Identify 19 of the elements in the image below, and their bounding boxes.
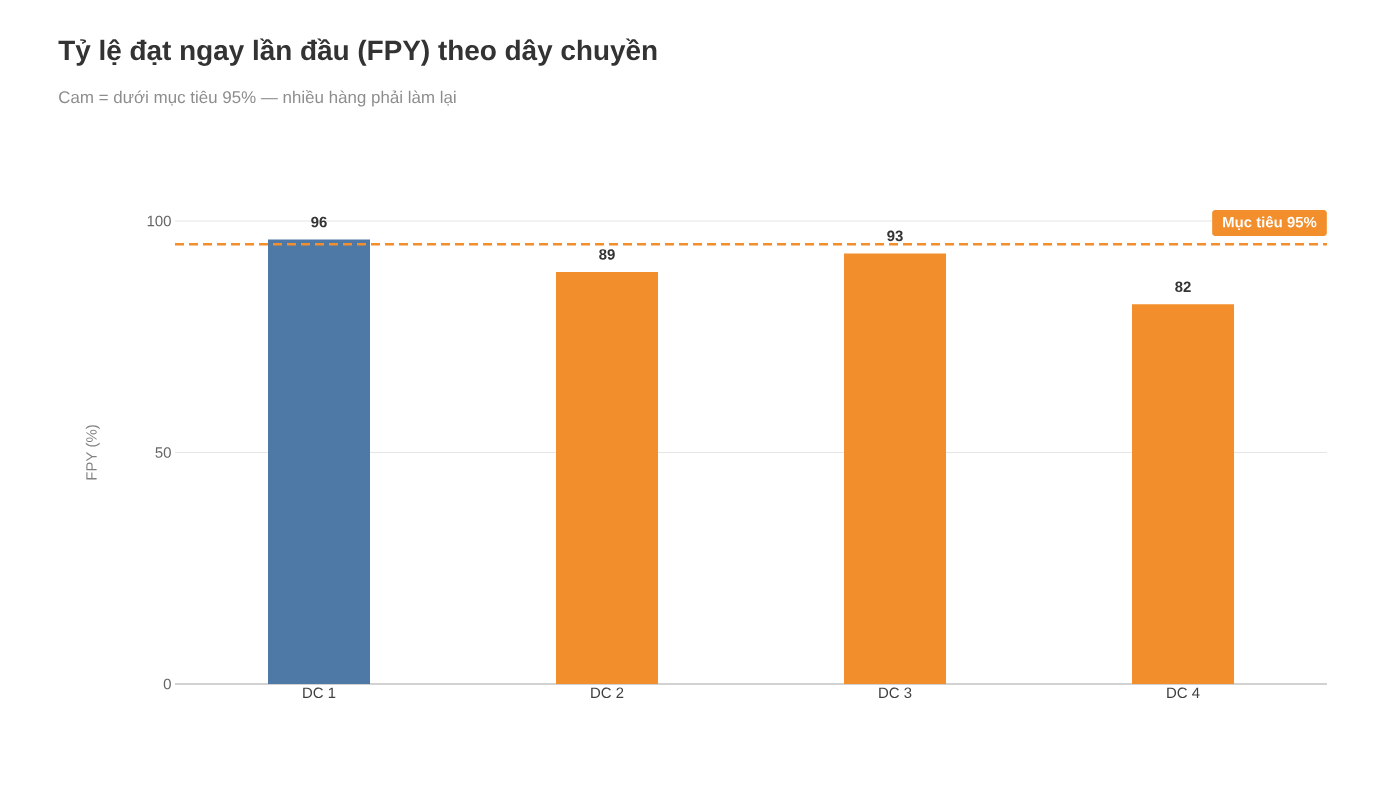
x-tick-label: DC 2 (591, 687, 624, 699)
y-tick-label: 100 (147, 215, 171, 227)
data-label: 89 (599, 249, 615, 260)
x-tick-label: DC 1 (303, 687, 336, 699)
x-tick-label: DC 3 (879, 687, 912, 699)
bar (268, 239, 371, 684)
data-label: 96 (311, 216, 327, 228)
bar (1132, 304, 1235, 684)
data-label: 93 (887, 230, 903, 242)
ref-line-label: Mục tiêu 95% (1223, 216, 1317, 230)
x-tick-label: DC 4 (1167, 687, 1200, 699)
y-tick-label: 0 (163, 678, 171, 690)
bar (844, 253, 947, 684)
bar (556, 271, 659, 684)
chart-title: Tỷ lệ đạt ngay lần đầu (FPY) theo dây chuyền (58, 38, 657, 66)
chart-subtitle: Cam = dưới mục tiêu 95% — nhiều hàng phải làm lại (59, 89, 456, 107)
y-tick-label: 50 (155, 447, 171, 458)
y-axis-title: FPY (%) (85, 425, 100, 480)
data-label: 82 (1175, 281, 1191, 293)
